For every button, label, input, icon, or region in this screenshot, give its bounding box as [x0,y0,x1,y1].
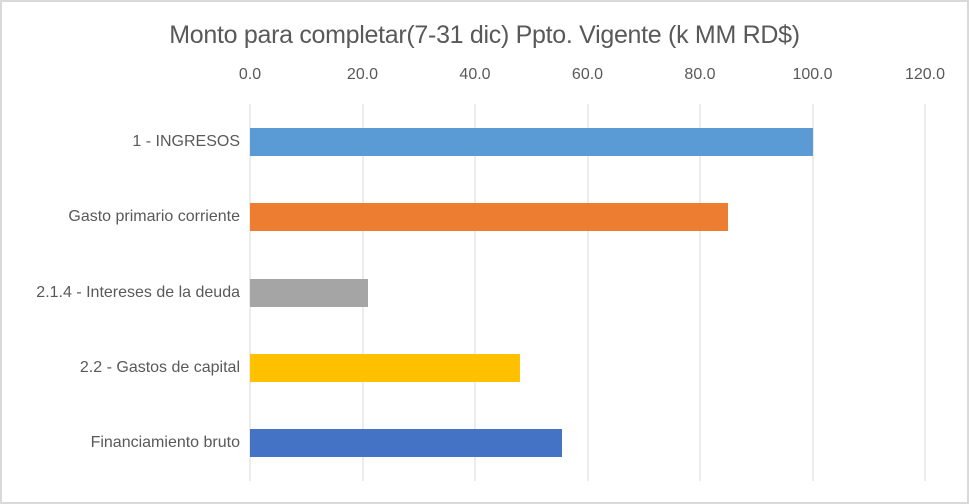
bar-2 [250,203,729,232]
category-labels: 1 - INGRESOS Gasto primario corriente 2.1.… [2,104,240,481]
bar-1 [250,127,813,156]
x-axis-tick-label: 80.0 [684,66,716,83]
x-axis-tick-label: 60.0 [571,66,604,83]
bar-row [250,179,925,254]
bar-row [250,104,925,179]
gridline [699,104,701,481]
bar-row [250,330,925,405]
category-label: Gasto primario corriente [68,208,240,226]
x-axis-tick-label: 20.0 [346,66,379,83]
gridline [474,104,476,481]
bar-4 [250,353,520,382]
bar-3 [250,278,369,307]
category-label: 1 - INGRESOS [132,132,240,150]
bar-rows [250,104,925,481]
x-axis-tick-label: 40.0 [459,66,491,83]
x-axis-tick-label: 0.0 [238,66,262,83]
x-axis-tick-label: 120.0 [904,66,946,83]
bar-5 [250,429,563,458]
category-label: 2.2 - Gastos de capital [79,358,240,376]
category-label: Financiamiento bruto [90,434,240,452]
gridline [924,104,926,481]
x-axis-tick-label: 100.0 [792,66,833,83]
bar-row [250,255,925,330]
chart-title: Monto para completar(7-31 dic) Ppto. Vig… [169,21,800,49]
x-axis-labels: 0.0 20.0 40.0 60.0 80.0 100.0 120.0 [239,66,945,88]
gridline [812,104,813,481]
plot-area [249,104,926,481]
bar-row [250,406,925,481]
category-label: 2.1.4 - Intereses de la deuda [36,283,240,301]
gridline [587,104,588,481]
